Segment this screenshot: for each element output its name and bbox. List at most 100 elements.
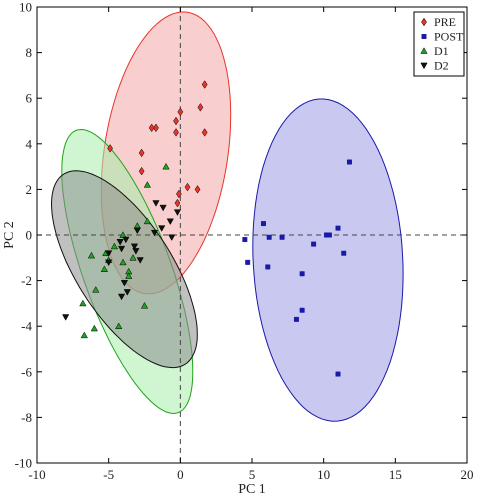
point-pre-14 — [176, 189, 182, 199]
ellipse-post — [252, 98, 404, 422]
y-tick-label: 4 — [26, 136, 33, 151]
point-post-16 — [335, 371, 341, 377]
x-tick-label: -10 — [28, 467, 45, 482]
point-d2-16 — [105, 259, 113, 267]
point-pre-4 — [173, 116, 179, 126]
point-post-7 — [266, 234, 272, 240]
legend-marker-d2 — [420, 62, 428, 70]
ellipse-d2 — [50, 170, 198, 369]
point-pre-9 — [107, 144, 113, 153]
point-d1-2 — [143, 181, 151, 188]
point-d1-19 — [90, 324, 98, 332]
point-d2-11 — [130, 243, 139, 251]
legend-marker-d1 — [420, 47, 428, 54]
point-d2-20 — [62, 314, 70, 321]
x-axis-label: PC 1 — [238, 482, 266, 497]
point-d1-16 — [79, 299, 87, 307]
point-d1-8 — [87, 251, 96, 259]
point-d1-12 — [100, 265, 108, 273]
point-post-12 — [265, 264, 271, 270]
point-d1-17 — [140, 301, 149, 309]
point-pre-13 — [194, 185, 201, 194]
point-post-9 — [311, 241, 317, 247]
point-d1-14 — [125, 272, 133, 279]
y-tick-label: 0 — [26, 228, 33, 243]
point-d2-2 — [159, 204, 167, 212]
x-tick-label: -5 — [103, 467, 114, 482]
x-tick-label: 15 — [389, 467, 402, 482]
legend-label-d2: D2 — [434, 59, 449, 73]
y-tick-label: -2 — [21, 273, 32, 288]
point-d2-12 — [117, 245, 126, 253]
point-pre-1 — [201, 80, 208, 89]
point-d2-1 — [152, 200, 160, 207]
legend-label-pre: PRE — [434, 15, 456, 29]
point-d1-9 — [129, 254, 137, 261]
point-pre-3 — [177, 107, 184, 117]
zero-reference-lines — [37, 7, 467, 463]
point-d2-5 — [158, 225, 166, 232]
y-tick-label: 10 — [19, 0, 32, 15]
legend-label-post: POST — [434, 30, 464, 44]
point-d2-4 — [166, 218, 174, 226]
y-tick-label: 6 — [26, 91, 33, 106]
y-tick-label: 8 — [26, 45, 33, 60]
point-post-1 — [346, 159, 352, 165]
x-tick-label: 5 — [249, 467, 256, 482]
point-d2-14 — [105, 250, 113, 257]
point-pre-7 — [173, 128, 179, 137]
point-pre-10 — [138, 148, 145, 158]
point-d1-20 — [80, 331, 88, 339]
y-tick-label: -8 — [21, 410, 32, 425]
y-tick-label: 2 — [26, 182, 33, 197]
point-post-13 — [299, 271, 305, 277]
point-d2-3 — [173, 209, 182, 216]
confidence-ellipses — [50, 11, 404, 422]
y-tick-label: -4 — [21, 319, 32, 334]
legend-marker-post — [421, 34, 427, 39]
point-d1-1 — [162, 162, 170, 170]
axis-tick-labels: -10 -5 0 5 10 15 20 -10 -8 -6 -4 -2 0 2 4 6 8 10 — [15, 0, 474, 482]
point-pre-2 — [197, 103, 204, 112]
legend-label-d1: D1 — [434, 44, 449, 58]
data-markers — [62, 80, 352, 377]
point-d2-17 — [120, 280, 129, 287]
point-post-15 — [293, 316, 299, 322]
point-d1-11 — [119, 258, 127, 266]
point-pre-5 — [153, 123, 159, 133]
point-post-6 — [242, 237, 248, 243]
point-post-10 — [341, 250, 347, 256]
point-d2-6 — [133, 227, 141, 235]
point-d2-19 — [117, 293, 126, 301]
x-tick-label: 10 — [317, 467, 330, 482]
x-tick-label: 0 — [177, 467, 184, 482]
x-tick-label: 20 — [461, 467, 474, 482]
point-d1-15 — [92, 286, 100, 293]
point-pre-15 — [174, 198, 181, 208]
point-pre-11 — [138, 166, 145, 176]
point-pre-8 — [201, 128, 208, 137]
point-d1-18 — [115, 322, 123, 330]
y-tick-label: -6 — [21, 364, 32, 379]
point-d1-6 — [110, 242, 119, 250]
y-tick-label: -10 — [15, 456, 32, 471]
point-post-8 — [279, 234, 285, 240]
point-pre-12 — [184, 182, 191, 192]
point-post-2 — [260, 221, 266, 227]
point-d2-7 — [150, 229, 159, 237]
point-d2-8 — [168, 234, 176, 241]
point-d2-13 — [132, 248, 140, 255]
point-pre-6 — [148, 123, 155, 133]
point-d2-15 — [136, 257, 144, 264]
point-d2-18 — [123, 289, 131, 296]
point-post-4 — [326, 232, 332, 238]
legend-marker-pre — [421, 17, 427, 27]
point-d2-10 — [116, 239, 124, 246]
point-d2-9 — [122, 236, 130, 244]
point-post-11 — [245, 259, 251, 265]
point-post-14 — [299, 307, 305, 313]
point-post-5 — [335, 225, 341, 231]
y-axis-label: PC 2 — [2, 221, 17, 249]
